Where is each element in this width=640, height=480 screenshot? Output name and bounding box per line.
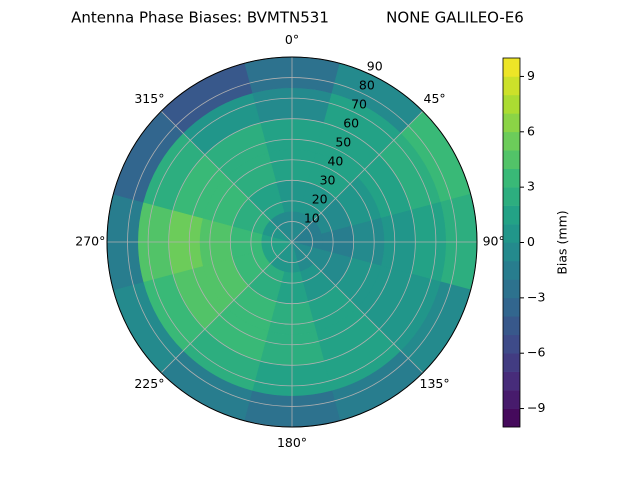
theta-tick-label: 135° <box>420 376 450 391</box>
colorbar-label: Bias (mm) <box>555 210 570 274</box>
colorbar-band <box>503 316 520 336</box>
colorbar-band <box>503 390 520 409</box>
colorbar-band <box>503 371 520 391</box>
theta-tick-label: 315° <box>134 91 164 106</box>
colorbar-band <box>503 279 520 299</box>
colorbar-band <box>503 187 520 206</box>
r-tick-label: 90 <box>367 59 383 74</box>
grid: 10 20 30 40 50 60 70 80 90 0° 45° 90° 135° 180° 225° 27… <box>75 32 504 450</box>
colorbar-band <box>503 408 520 428</box>
colorbar-band <box>503 334 520 354</box>
angular-grid-line <box>291 241 424 374</box>
colorbar-band <box>503 131 520 151</box>
r-tick-label: 20 <box>312 192 328 207</box>
theta-tick-label: 180° <box>277 435 307 450</box>
colorbar-band <box>503 242 520 262</box>
colorbar-band <box>503 113 520 133</box>
theta-tick-label: 270° <box>75 234 105 249</box>
colorbar-tick-label: 0 <box>527 234 535 249</box>
r-tick-label: 50 <box>335 135 351 150</box>
colorbar-band <box>503 297 520 317</box>
angular-grid-line <box>291 110 424 243</box>
colorbar-band <box>503 205 520 225</box>
colorbar-tick-label: −6 <box>527 345 545 360</box>
chart-title: Antenna Phase Biases: BVMTN531 <box>71 9 329 27</box>
colorbar-band <box>503 224 520 243</box>
r-tick-label: 40 <box>327 154 343 169</box>
colorbar-band <box>503 150 520 169</box>
angular-grid-line <box>160 241 293 374</box>
colorbar-band <box>503 58 520 77</box>
theta-tick-label: 225° <box>134 376 164 391</box>
colorbar-tick-label: 9 <box>527 68 535 83</box>
r-tick-label: 80 <box>359 78 375 93</box>
colorbar-band <box>503 260 520 280</box>
colorbar-band <box>503 168 520 188</box>
r-tick-label: 10 <box>304 211 320 226</box>
chart-subtitle: NONE GALILEO-E6 <box>386 9 524 27</box>
polar-frame <box>106 56 478 428</box>
colorbar-band <box>503 353 520 372</box>
r-tick-label: 60 <box>343 116 359 131</box>
colorbar-band <box>503 76 520 96</box>
r-tick-label: 70 <box>351 97 367 112</box>
r-tick-label: 30 <box>320 173 336 188</box>
colorbar-tick-label: −9 <box>527 400 545 415</box>
colorbar-tick-label: 3 <box>527 179 535 194</box>
theta-tick-label: 45° <box>424 91 446 106</box>
theta-tick-label: 90° <box>483 234 505 249</box>
theta-tick-label: 0° <box>285 32 299 47</box>
angular-grid-line <box>160 110 293 243</box>
colorbar-tick-label: −3 <box>527 289 545 304</box>
colorbar: −9 −6 −3 0 3 6 9 Bias (mm) <box>502 57 570 428</box>
colorbar-tick-label: 6 <box>527 123 535 138</box>
colorbar-band <box>503 94 520 114</box>
